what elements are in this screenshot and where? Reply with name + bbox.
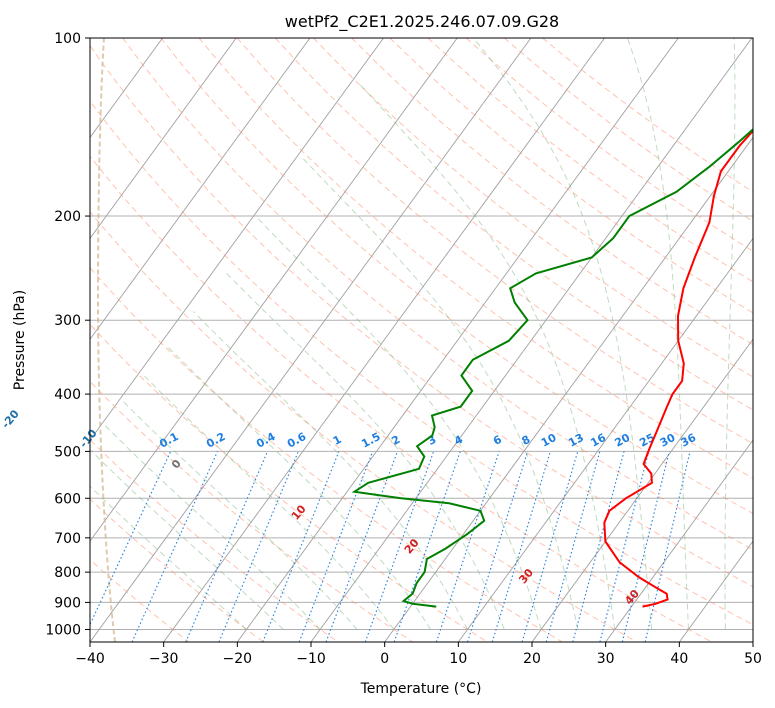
dry-adiabat-line (90, 323, 488, 642)
moist-adiabat-line (90, 448, 284, 630)
mixing-ratio-line (466, 451, 529, 642)
y-tick-label: 300 (54, 313, 81, 329)
mixing-ratio-line (599, 451, 650, 642)
mixing-ratio-line (393, 451, 461, 642)
mixing-ratio-line (131, 451, 219, 642)
mixing-ratio-label: 30 (658, 431, 678, 450)
x-tick-label: −20 (223, 651, 253, 667)
y-tick-label: 200 (54, 209, 81, 225)
mixing-ratio-line (572, 451, 625, 642)
isotherm-line (236, 38, 679, 642)
x-tick-label: 20 (523, 651, 541, 667)
mixing-ratio-label: 10 (539, 431, 559, 450)
isotherm-line (90, 38, 532, 642)
mixing-ratio-line (185, 451, 269, 642)
isotherm-line (605, 439, 753, 642)
mixing-ratio-line (364, 451, 435, 642)
isotherm-line (90, 38, 384, 441)
mixing-ratio-line (218, 451, 299, 642)
x-tick-label: 30 (597, 651, 615, 667)
temperature-profile-line (603, 129, 753, 608)
x-tick-label: 10 (449, 651, 467, 667)
moist-adiabat-line (90, 485, 247, 630)
moist-adiabat-line (473, 38, 653, 630)
x-tick-label: 50 (744, 651, 762, 667)
x-tick-label: −30 (149, 651, 179, 667)
plot-background (90, 38, 753, 642)
moist-adiabat-line (724, 38, 736, 630)
moist-adiabat-line (121, 400, 358, 630)
x-axis-title: Temperature (°C) (360, 681, 482, 697)
dry-adiabat-line (90, 380, 414, 642)
moist-adiabat-line (226, 273, 505, 630)
dry-adiabat-line (90, 267, 563, 642)
isotherm-line (90, 38, 237, 240)
moist-adiabat-line (103, 424, 321, 630)
dewpoint-profile-line (351, 128, 753, 608)
mixing-ratio-line (435, 451, 500, 642)
y-axis: 100 200 300 400 500 600 700 800 900 1000 (45, 31, 90, 638)
y-tick-label: 700 (54, 531, 81, 547)
isotherm-line (90, 38, 311, 341)
isotherm-line (163, 38, 605, 642)
mixing-ratio-line (521, 451, 579, 642)
moist-adiabat-line (165, 344, 432, 630)
mixing-ratio-line (644, 451, 691, 642)
y-tick-label: 600 (54, 491, 81, 507)
y-tick-label: 100 (54, 31, 81, 47)
dry-adiabat-line (90, 211, 638, 642)
dry-adiabat-line (90, 44, 753, 588)
y-tick-label: 800 (54, 565, 81, 581)
isotherm-line (752, 641, 753, 642)
moist-adiabat-line (255, 215, 542, 630)
y-tick-label: 500 (54, 444, 81, 460)
x-tick-label: −40 (75, 651, 105, 667)
chart-title: wetPf2_C2E1.2025.246.07.09.G28 (285, 12, 559, 32)
x-tick-label: 0 (380, 651, 389, 667)
moist-adiabat-line (359, 84, 616, 630)
mixing-ratio-line (90, 451, 172, 626)
dry-adiabat-line (90, 100, 753, 626)
dry-adiabat-line (90, 155, 712, 642)
dry-adiabat-line (160, 38, 753, 515)
moist-adiabat-line (627, 38, 689, 630)
dry-adiabat-label: -20 (0, 407, 22, 431)
dry-adiabat-line (236, 38, 753, 445)
mixing-ratio-label: 16 (588, 431, 608, 450)
dry-adiabat-line (198, 38, 753, 479)
mixing-ratio-label: 13 (566, 431, 586, 450)
isotherm-line (90, 38, 458, 542)
x-tick-label: 40 (670, 651, 688, 667)
mixing-ratio-line (491, 451, 551, 642)
mixing-ratio-label: 20 (613, 431, 633, 450)
plot-frame (89, 37, 754, 643)
moist-adiabat-line (302, 158, 579, 630)
y-tick-label: 400 (54, 387, 81, 403)
mixing-ratio-label: 36 (679, 431, 699, 450)
series-layer (351, 128, 753, 608)
x-axis: −40 −30 −20 −10 0 10 20 30 40 50 (75, 642, 762, 667)
mixing-ratio-line (545, 451, 601, 642)
surface-curve-line (96, 38, 116, 642)
moist-adiabat-line (192, 311, 468, 630)
y-tick-label: 900 (54, 595, 81, 611)
mixing-ratio-line (621, 451, 670, 642)
x-tick-label: −10 (296, 651, 326, 667)
y-tick-label: 1000 (45, 622, 81, 638)
y-axis-title: Pressure (hPa) (12, 290, 28, 390)
